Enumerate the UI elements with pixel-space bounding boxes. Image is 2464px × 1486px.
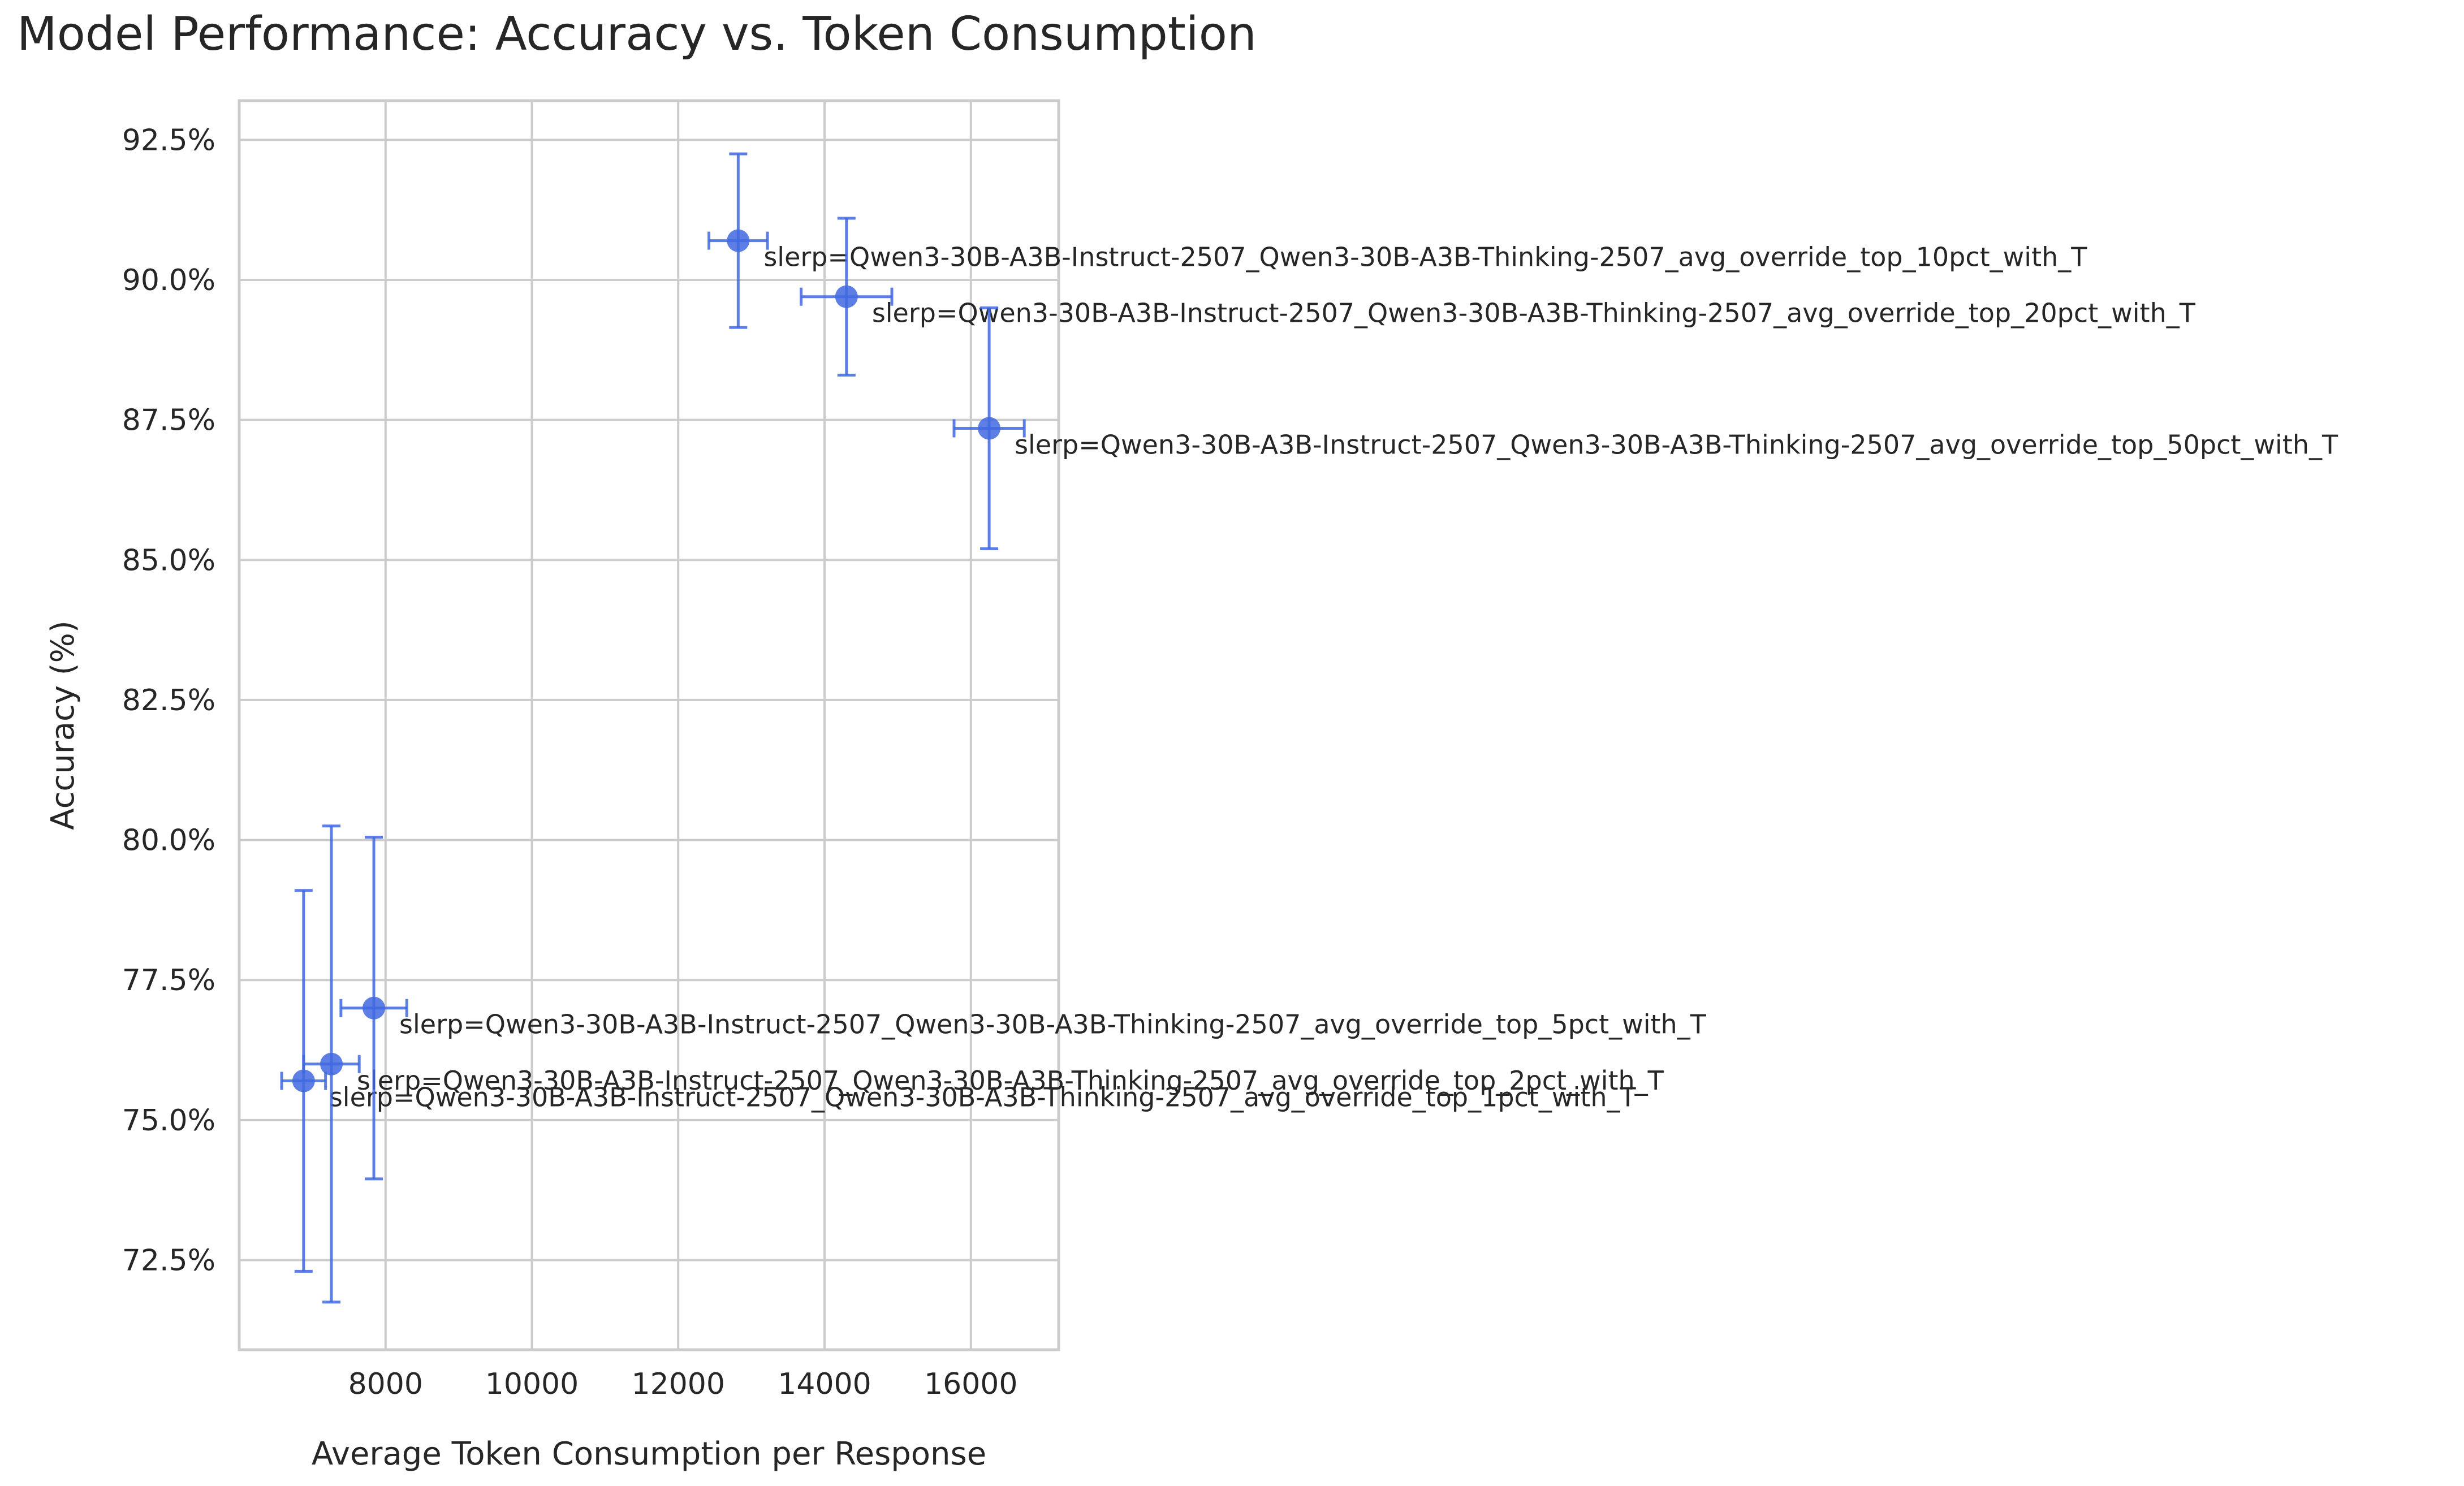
data-point-label: slerp=Qwen3-30B-A3B-Instruct-2507_Qwen3-… [763,242,2087,273]
y-tick-label: 82.5% [122,684,215,718]
y-tick-label: 75.0% [122,1104,215,1138]
grid-lines [239,101,1059,1350]
y-tick-label: 92.5% [122,123,215,157]
data-point-group: slerp=Qwen3-30B-A3B-Instruct-2507_Qwen3-… [339,836,1707,1181]
x-axis-ticks: 8000 10000 12000 14000 16000 [348,1367,1018,1401]
x-tick-label: 12000 [632,1367,725,1401]
x-tick-label: 10000 [485,1367,579,1401]
x-axis-label: Average Token Consumption per Response [312,1436,986,1472]
data-point-label: slerp=Qwen3-30B-A3B-Instruct-2507_Qwen3-… [399,1009,1707,1040]
data-point-group: slerp=Qwen3-30B-A3B-Instruct-2507_Qwen3-… [280,889,1637,1273]
x-tick-label: 16000 [924,1367,1017,1401]
x-tick-label: 14000 [778,1367,871,1401]
y-axis-label: Accuracy (%) [45,620,81,830]
data-point-label: slerp=Qwen3-30B-A3B-Instruct-2507_Qwen3-… [329,1082,1637,1113]
data-point-group: slerp=Qwen3-30B-A3B-Instruct-2507_Qwen3-… [302,824,1664,1304]
y-tick-label: 85.0% [122,543,215,577]
data-point-group: slerp=Qwen3-30B-A3B-Instruct-2507_Qwen3-… [800,217,2196,377]
data-point [727,229,750,252]
data-point-label: slerp=Qwen3-30B-A3B-Instruct-2507_Qwen3-… [872,298,2196,329]
data-points: slerp=Qwen3-30B-A3B-Instruct-2507_Qwen3-… [280,152,2338,1304]
data-point [292,1069,315,1092]
y-tick-label: 77.5% [122,964,215,997]
x-tick-label: 8000 [348,1367,423,1401]
y-tick-label: 87.5% [122,404,215,438]
data-point-group: slerp=Qwen3-30B-A3B-Instruct-2507_Qwen3-… [952,306,2338,550]
y-tick-label: 90.0% [122,263,215,297]
data-point [363,996,386,1020]
y-tick-label: 72.5% [122,1244,215,1278]
data-point [320,1052,343,1075]
plot-area-frame [238,99,1060,1351]
data-point [835,285,858,308]
data-point-label: slerp=Qwen3-30B-A3B-Instruct-2507_Qwen3-… [1015,429,2338,460]
data-point [978,417,1001,440]
data-point-label: slerp=Qwen3-30B-A3B-Instruct-2507_Qwen3-… [357,1065,1664,1096]
data-point-group: slerp=Qwen3-30B-A3B-Instruct-2507_Qwen3-… [707,152,2087,329]
chart-title: Model Performance: Accuracy vs. Token Co… [17,7,1257,61]
y-axis-ticks: 72.5% 75.0% 77.5% 80.0% 82.5% 85.0% 87.5% 90.0%… [122,123,215,1277]
y-tick-label: 80.0% [122,824,215,858]
